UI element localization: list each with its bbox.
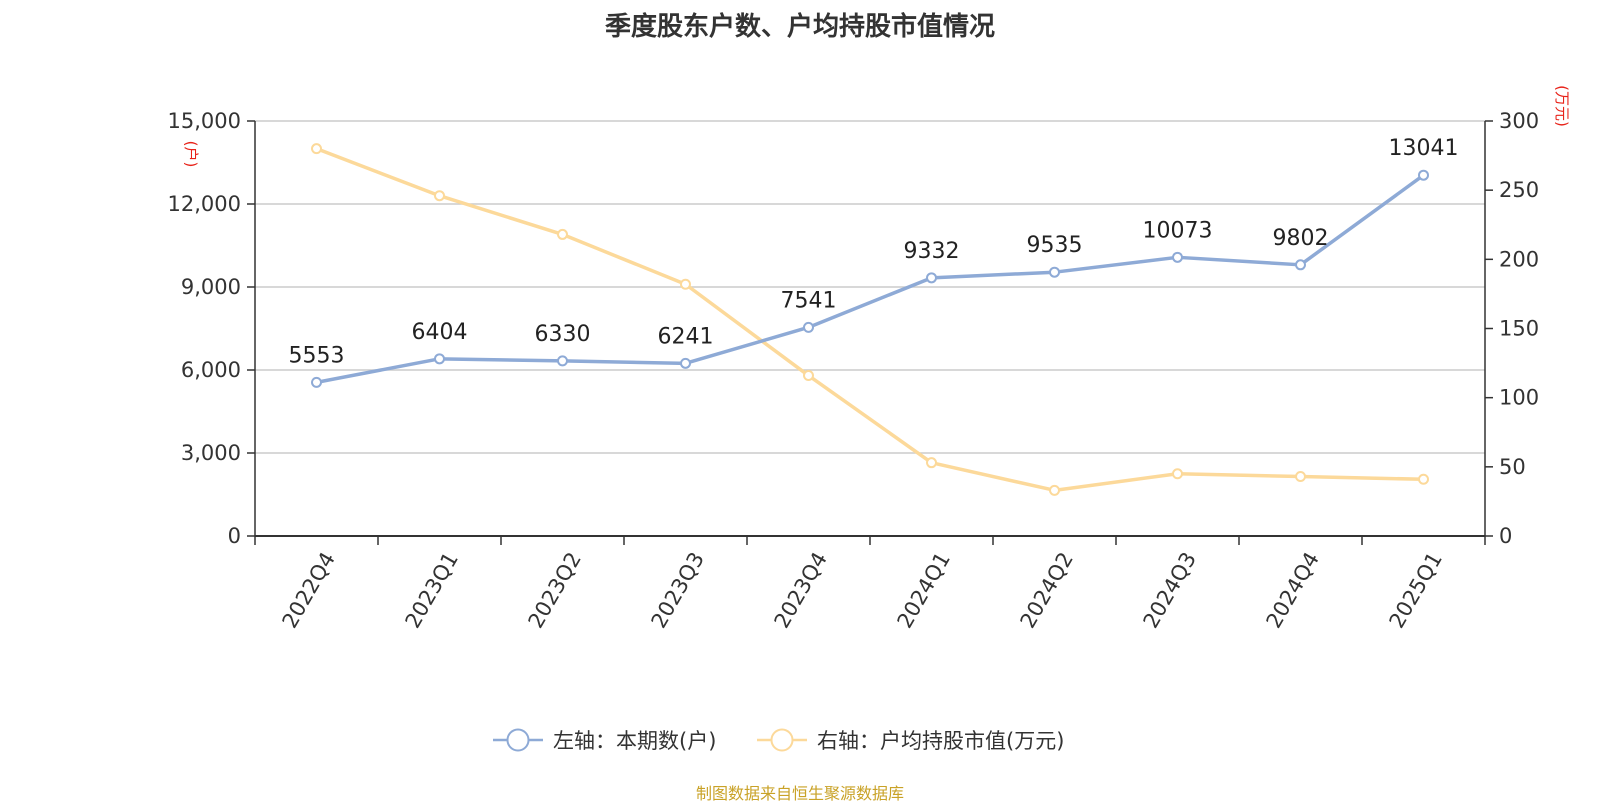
data-point-right bbox=[1295, 471, 1306, 483]
x-tick-label: 2024Q4 bbox=[1262, 548, 1324, 632]
data-point-left bbox=[680, 357, 691, 369]
y-right-tick-label: 300 bbox=[1499, 109, 1539, 133]
x-tick-label: 2023Q3 bbox=[647, 548, 709, 632]
x-tick-label: 2024Q1 bbox=[893, 548, 955, 632]
x-tick-label: 2023Q1 bbox=[401, 548, 463, 632]
y-left-tick-label: 6,000 bbox=[181, 358, 241, 382]
series-line-left bbox=[316, 173, 1425, 385]
data-label: 6330 bbox=[535, 322, 591, 347]
data-point-left bbox=[803, 321, 814, 333]
y-right-tick-label: 250 bbox=[1499, 178, 1539, 202]
data-point-left bbox=[557, 355, 568, 367]
y-left-tick-label: 9,000 bbox=[181, 275, 241, 299]
data-label: 6241 bbox=[658, 324, 714, 349]
source-note: 制图数据来自恒生聚源数据库 bbox=[695, 784, 904, 803]
data-point-right bbox=[1418, 473, 1429, 485]
y-right-tick-label: 150 bbox=[1499, 317, 1539, 341]
y-left-unit: (户) bbox=[182, 141, 200, 168]
chart-title: 季度股东户数、户均持股市值情况 bbox=[604, 12, 995, 42]
y-left-tick-label: 0 bbox=[228, 524, 241, 548]
x-tick-label: 2023Q2 bbox=[524, 548, 586, 632]
y-right-unit: (万元) bbox=[1553, 85, 1571, 127]
data-label: 9332 bbox=[904, 239, 960, 264]
data-point-left bbox=[434, 353, 445, 365]
x-tick-label: 2024Q2 bbox=[1016, 548, 1078, 632]
legend-label-right: 右轴：户均持股市值(万元) bbox=[817, 729, 1064, 753]
data-point-right bbox=[434, 190, 445, 202]
data-point-right bbox=[803, 370, 814, 382]
x-tick-label: 2023Q4 bbox=[770, 548, 832, 632]
data-label: 10073 bbox=[1143, 218, 1213, 243]
y-left-tick-label: 12,000 bbox=[168, 192, 241, 216]
data-point-right bbox=[1172, 468, 1183, 480]
data-point-left bbox=[1295, 259, 1306, 271]
data-point-right bbox=[680, 278, 691, 290]
data-point-right bbox=[926, 457, 937, 469]
data-point-left bbox=[1049, 266, 1060, 278]
data-point-left bbox=[926, 272, 937, 284]
series-line-right bbox=[315, 147, 1424, 493]
data-point-left bbox=[311, 376, 322, 388]
y-right-tick-label: 100 bbox=[1499, 386, 1539, 410]
legend-marker-right bbox=[770, 728, 794, 752]
chart-plot: 0 3,000 6,000 9,000 12,000 15,000 (户) 0 50 100 150… bbox=[168, 85, 1571, 753]
y-left-tick-label: 15,000 bbox=[168, 109, 241, 133]
data-label: 6404 bbox=[412, 320, 468, 345]
x-tick-label: 2024Q3 bbox=[1139, 548, 1201, 632]
data-label: 13041 bbox=[1389, 136, 1459, 161]
y-right-tick-label: 200 bbox=[1499, 247, 1539, 271]
data-point-right bbox=[557, 228, 568, 240]
data-label: 9535 bbox=[1027, 233, 1083, 258]
data-label: 9802 bbox=[1273, 226, 1329, 251]
legend-label-left: 左轴：本期数(户) bbox=[553, 729, 716, 753]
legend-marker-left bbox=[506, 728, 530, 752]
y-right-tick-label: 50 bbox=[1499, 455, 1526, 479]
data-point-left bbox=[1418, 169, 1429, 181]
x-tick-label: 2022Q4 bbox=[278, 548, 340, 632]
data-point-right bbox=[311, 143, 322, 155]
y-left-tick-label: 3,000 bbox=[181, 441, 241, 465]
data-label: 5553 bbox=[289, 343, 345, 368]
data-point-left bbox=[1172, 251, 1183, 263]
y-right-tick-label: 0 bbox=[1499, 524, 1512, 548]
data-point-right bbox=[1049, 484, 1060, 496]
data-label: 7541 bbox=[781, 288, 837, 313]
x-tick-label: 2025Q1 bbox=[1385, 548, 1447, 632]
